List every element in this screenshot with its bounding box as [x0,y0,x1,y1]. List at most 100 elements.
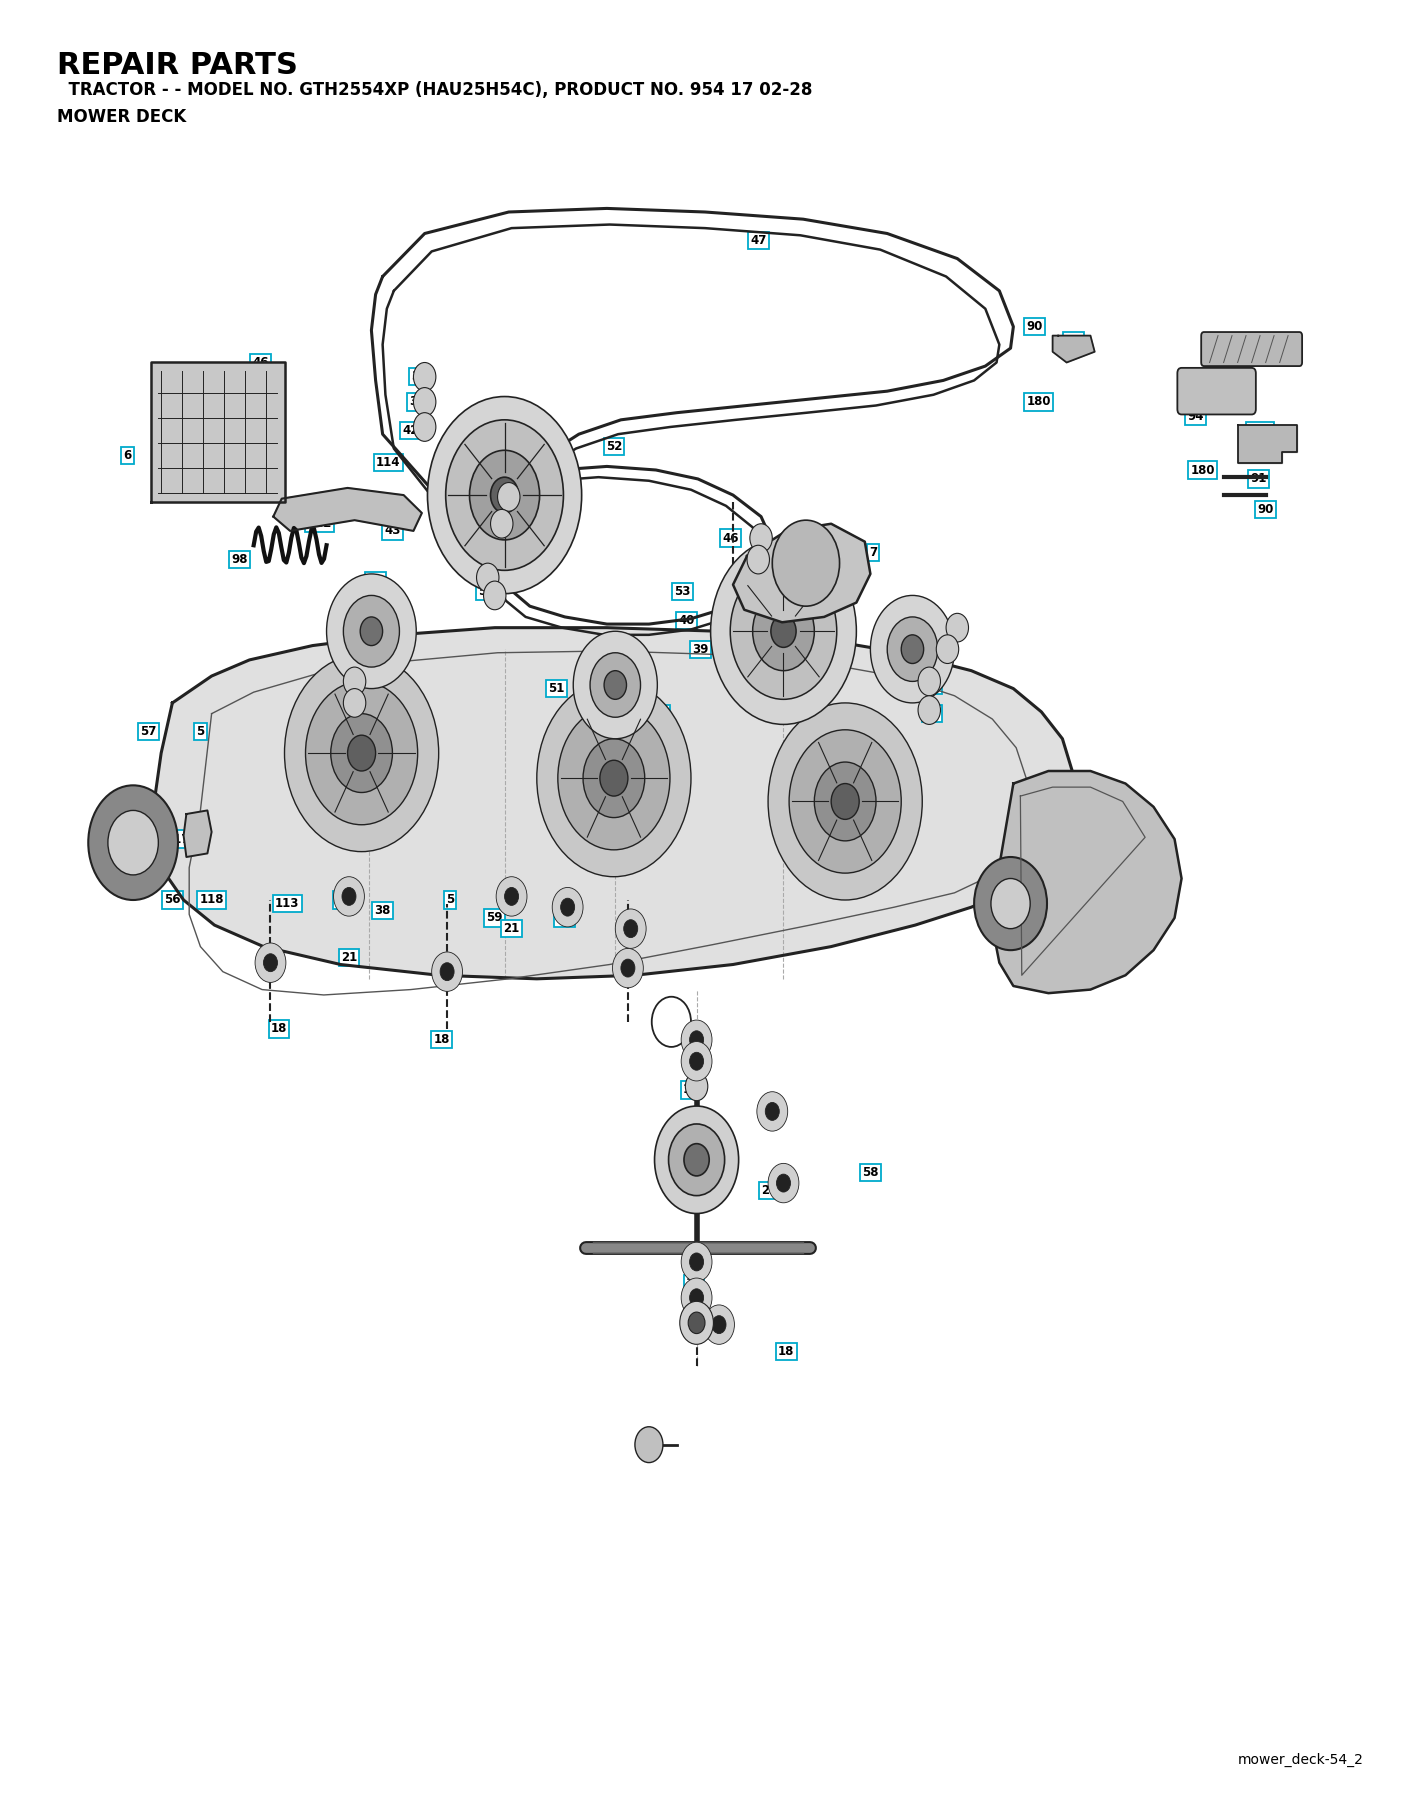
Circle shape [830,783,859,819]
Text: 47: 47 [750,234,767,247]
Circle shape [413,387,436,416]
Text: 36: 36 [409,396,426,409]
Text: 183: 183 [1248,425,1272,437]
Circle shape [712,1316,726,1334]
Circle shape [651,997,691,1048]
Text: 5: 5 [196,725,204,738]
Circle shape [89,785,178,900]
Circle shape [768,1163,799,1202]
Text: 38: 38 [375,904,391,918]
Text: 21: 21 [503,922,520,936]
Text: 6: 6 [124,450,131,463]
Polygon shape [183,810,212,857]
Circle shape [612,949,643,988]
Circle shape [704,1305,735,1345]
Circle shape [584,738,644,817]
Text: 41: 41 [651,707,668,720]
Text: 14: 14 [682,1170,699,1183]
Circle shape [768,704,922,900]
Text: 95: 95 [1066,335,1081,347]
Circle shape [413,412,436,441]
Circle shape [446,419,564,571]
Circle shape [681,1021,712,1060]
Circle shape [681,1242,712,1282]
Circle shape [599,760,627,796]
Circle shape [680,1301,713,1345]
Circle shape [936,635,959,664]
Text: 94: 94 [1187,410,1204,423]
Polygon shape [1053,335,1094,362]
Circle shape [470,450,540,540]
Circle shape [620,959,634,977]
Circle shape [761,1100,784,1129]
Text: TRACTOR - - MODEL NO. GTH2554XP (HAU25H54C), PRODUCT NO. 954 17 02-28: TRACTOR - - MODEL NO. GTH2554XP (HAU25H5… [58,81,812,99]
Circle shape [685,1073,708,1100]
Circle shape [589,653,640,716]
Circle shape [344,668,365,697]
Text: 13: 13 [699,1319,716,1334]
Polygon shape [155,628,1072,979]
Circle shape [334,877,364,916]
Text: 18: 18 [433,1033,450,1046]
Circle shape [427,396,582,594]
Circle shape [654,1105,739,1213]
Circle shape [344,689,365,716]
Text: CRAFTSMAN: CRAFTSMAN [447,709,739,812]
Circle shape [264,954,278,972]
Circle shape [484,581,506,610]
Text: 36: 36 [336,893,351,907]
Text: 52: 52 [606,441,622,454]
Circle shape [505,887,519,905]
Circle shape [348,734,375,770]
Circle shape [681,1042,712,1082]
Text: 42: 42 [402,425,419,437]
Polygon shape [274,488,422,531]
Circle shape [887,617,938,682]
Text: 119: 119 [127,871,151,886]
Circle shape [360,617,382,646]
Text: 58: 58 [862,1166,878,1179]
Text: 34: 34 [410,371,427,383]
Polygon shape [1238,425,1297,463]
Circle shape [440,963,454,981]
Text: 122: 122 [307,517,331,531]
Text: 40: 40 [678,614,695,626]
Text: 5: 5 [446,893,454,907]
Text: 32: 32 [361,653,376,666]
Text: 116: 116 [121,823,145,835]
Circle shape [498,482,520,511]
Text: MOWER DECK: MOWER DECK [58,108,186,126]
Text: 25: 25 [1034,841,1049,853]
Text: 49: 49 [517,416,534,428]
Text: 90: 90 [1258,502,1273,517]
Circle shape [491,509,513,538]
Text: 113: 113 [275,896,299,911]
Polygon shape [151,362,285,502]
Text: 1: 1 [306,715,314,727]
Circle shape [777,1174,791,1192]
Circle shape [689,1289,704,1307]
Circle shape [901,635,924,664]
Text: 39: 39 [692,643,709,655]
Text: 31: 31 [924,707,940,720]
Circle shape [603,671,626,700]
Circle shape [431,952,462,992]
Circle shape [343,887,355,905]
Text: 43: 43 [385,524,400,538]
Circle shape [306,682,417,824]
Circle shape [689,1053,704,1071]
Circle shape [558,706,670,850]
Text: REPAIR PARTS: REPAIR PARTS [58,50,299,79]
Circle shape [109,810,158,875]
Text: 21: 21 [347,495,362,509]
Text: 118: 118 [199,893,224,907]
Text: 51: 51 [548,682,564,695]
Circle shape [561,898,575,916]
Circle shape [757,1093,788,1130]
Circle shape [689,1031,704,1049]
Circle shape [711,538,856,724]
Circle shape [730,563,836,700]
Polygon shape [733,524,870,623]
Text: 49: 49 [557,911,572,925]
Text: 30: 30 [929,625,946,637]
